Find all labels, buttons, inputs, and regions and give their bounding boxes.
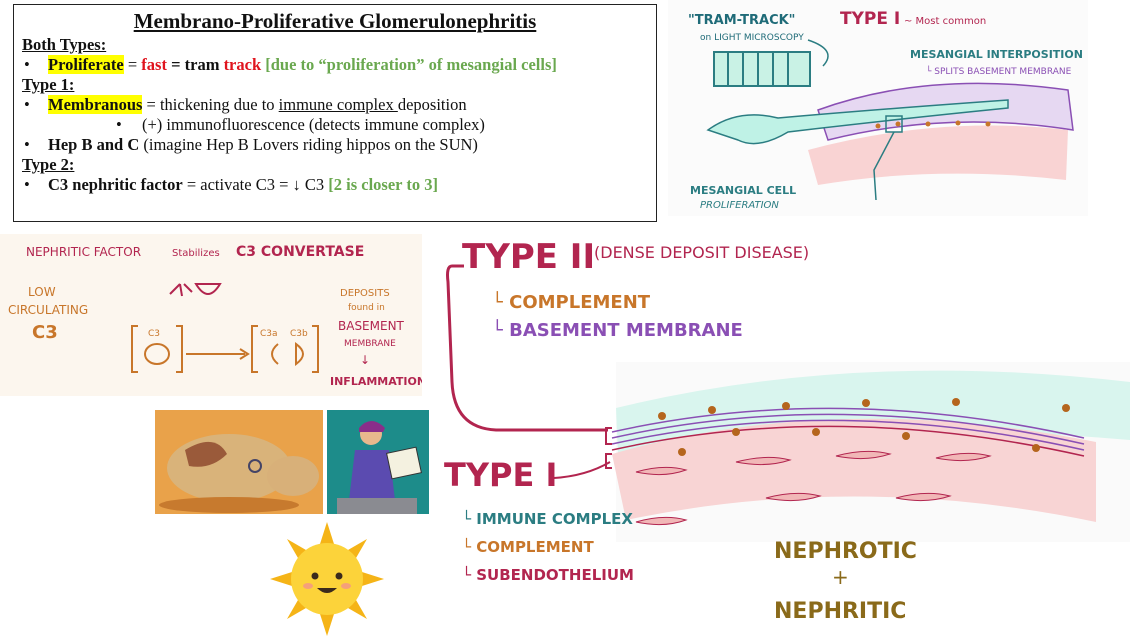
reason-text: [due to “proliferation” of mesangial cel… <box>261 55 557 74</box>
track-text: track <box>223 55 262 74</box>
c3-convertase-diagram: NEPHRITIC FACTOR Stabilizes C3 CONVERTAS… <box>0 234 422 396</box>
immunofluorescence-text: (+) immunofluorescence (detects immune c… <box>142 115 485 134</box>
notes-box: Membrano-Proliferative Glomerulonephriti… <box>13 4 657 222</box>
nephrotic-label: NEPHROTIC <box>774 539 917 564</box>
low-label: LOW <box>28 285 56 299</box>
proliferation-label: PROLIFERATION <box>700 200 779 211</box>
type1-label: TYPE I <box>840 9 900 29</box>
c3-bracket <box>131 325 183 373</box>
pointer-arrow <box>807 39 829 67</box>
tram-track-label: "TRAM-TRACK" <box>688 13 795 28</box>
page-title: Membrano-Proliferative Glomerulonephriti… <box>133 9 537 33</box>
tram-track-icon <box>713 51 811 87</box>
mesangial-interposition-label: MESANGIAL INTERPOSITION <box>910 48 1083 61</box>
proliferate-highlight: Proliferate <box>48 55 124 74</box>
closer-text: [2 is closer to 3] <box>328 175 438 194</box>
membranous-highlight: Membranous <box>48 95 143 114</box>
membrane-label: MEMBRANE <box>344 339 396 349</box>
types-diagram: TYPE II (DENSE DEPOSIT DISEASE) └ COMPLE… <box>436 222 1130 638</box>
hep-text: Hep B and C <box>48 135 140 154</box>
nephritic-label: NEPHRITIC <box>774 599 906 624</box>
capillary-wall-drawing <box>706 82 1074 201</box>
most-common-label: ~ Most common <box>904 16 986 27</box>
stabilizes-label: Stabilizes <box>172 248 220 259</box>
c3b-label: C3b <box>290 329 308 339</box>
tram-text: = tram <box>166 55 224 74</box>
type1-subendo-label: └ SUBENDOTHELIUM <box>462 565 634 584</box>
c3-big-label: C3 <box>32 322 58 343</box>
both-types-heading: Both Types: <box>22 35 107 54</box>
type1-immune-label: └ IMMUNE COMPLEX <box>462 509 633 528</box>
dense-deposit-label: (DENSE DEPOSIT DISEASE) <box>594 243 809 262</box>
deposition-text: deposition <box>397 95 467 114</box>
type2-heading: Type 2: <box>22 155 75 174</box>
type1-bullet-hep: Hep B and C (imagine Hep B Lovers riding… <box>22 135 648 155</box>
activate-text: = activate C3 = ↓ C3 <box>182 175 329 194</box>
c3nf-text: C3 nephritic factor <box>48 175 183 194</box>
fast-text: fast <box>141 55 167 74</box>
c3-small-label: C3 <box>148 329 160 339</box>
splits-bm-label: └ SPLITS BASEMENT MEMBRANE <box>926 65 1072 77</box>
hippo-image <box>155 410 323 514</box>
found-in-label: found in <box>348 303 385 313</box>
mesangial-cell-label: MESANGIAL CELL <box>690 184 796 197</box>
antibody-icon <box>169 283 222 297</box>
deposits-label: DEPOSITS <box>340 288 390 299</box>
thickening-text: = thickening due to <box>142 95 279 114</box>
type2-bm-label: └ BASEMENT MEMBRANE <box>492 319 743 341</box>
c3a-label: C3a <box>260 329 278 339</box>
c3a-c3b-bracket <box>251 325 319 373</box>
type1-title: TYPE I <box>444 456 557 494</box>
text-eq: = <box>123 55 142 74</box>
nephritic-factor-label: NEPHRITIC FACTOR <box>26 245 141 259</box>
hep-b-lover-image <box>327 410 429 514</box>
type1-bullet-membranous: Membranous = thickening due to immune co… <box>22 95 648 115</box>
light-microscopy-label: on LIGHT MICROSCOPY <box>700 33 804 43</box>
glomerular-membrane-drawing <box>611 362 1130 542</box>
tram-track-diagram: "TRAM-TRACK" on LIGHT MICROSCOPY TYPE I … <box>668 0 1088 216</box>
type1-heading: Type 1: <box>22 75 75 94</box>
type1-complement-label: └ COMPLEMENT <box>462 537 594 556</box>
circulating-label: CIRCULATING <box>8 303 88 317</box>
both-types-bullet: Proliferate = fast = tram track [due to … <box>22 55 648 75</box>
down-arrow: ↓ <box>360 353 370 367</box>
type2-title: TYPE II <box>462 237 595 277</box>
type2-complement-label: └ COMPLEMENT <box>492 291 651 313</box>
sun-image <box>270 522 384 636</box>
type2-bullet: C3 nephritic factor = activate C3 = ↓ C3… <box>22 175 648 195</box>
immune-complex-text: immune complex <box>278 95 398 114</box>
type1-subbullet-if: (+) immunofluorescence (detects immune c… <box>22 115 648 135</box>
inflammation-label: INFLAMMATION <box>330 375 422 388</box>
basement-label: BASEMENT <box>338 319 405 333</box>
hep-note-text: (imagine Hep B Lovers riding hippos on t… <box>139 135 478 154</box>
type2-connector <box>446 264 608 432</box>
c3-convertase-label: C3 CONVERTASE <box>236 244 364 260</box>
plus-label: + <box>832 565 849 589</box>
